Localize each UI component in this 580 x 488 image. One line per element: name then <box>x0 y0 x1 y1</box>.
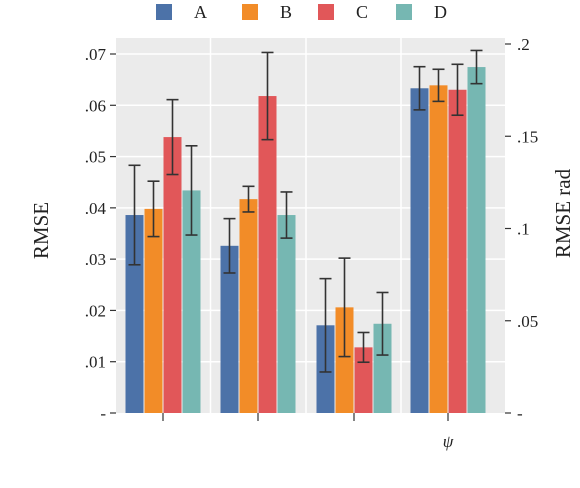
x-axis: ψ <box>162 413 454 451</box>
left-tick-label: .02 <box>85 301 106 320</box>
legend-swatch <box>396 4 412 20</box>
legend-swatch <box>156 4 172 20</box>
bar <box>277 215 296 413</box>
bar <box>410 88 429 413</box>
right-tick-label: .15 <box>517 127 538 146</box>
bar <box>144 208 163 413</box>
right-axis-title: RMSE rad <box>551 168 575 258</box>
bar <box>467 67 486 413</box>
left-tick-label: .01 <box>85 353 106 372</box>
left-tick-label: .05 <box>85 148 106 167</box>
legend-label: B <box>280 2 292 22</box>
legend-label: C <box>356 2 368 22</box>
bar <box>163 137 182 413</box>
bar <box>258 96 277 413</box>
bar <box>373 323 392 413</box>
bar <box>239 199 258 413</box>
bar <box>429 85 448 413</box>
right-tick-label: - <box>517 404 523 423</box>
bar <box>354 347 373 413</box>
legend-label: A <box>194 2 207 22</box>
left-tick-label: .04 <box>85 199 107 218</box>
right-tick-label: .1 <box>517 220 530 239</box>
legend-swatch <box>318 4 334 20</box>
left-axis: - .01 .02 .03 .04 .05 .06 .07 <box>85 45 116 423</box>
left-axis-title: RMSE <box>29 202 53 259</box>
right-axis: - .05 .1 .15 .2 <box>505 35 538 423</box>
bar <box>220 245 239 413</box>
bar <box>448 89 467 414</box>
legend-label: D <box>434 2 447 22</box>
bar <box>182 190 201 413</box>
x-tick-label: ψ <box>443 432 454 451</box>
legend-swatch <box>242 4 258 20</box>
left-tick-label: .03 <box>85 250 106 269</box>
left-tick-label: .06 <box>85 96 106 115</box>
right-tick-label: .2 <box>517 35 530 54</box>
legend: A B C D <box>156 2 447 22</box>
left-tick-label: - <box>100 404 106 423</box>
error-bars <box>128 49 483 373</box>
left-tick-label: .07 <box>85 45 107 64</box>
bar <box>335 307 354 413</box>
right-tick-label: .05 <box>517 312 538 331</box>
